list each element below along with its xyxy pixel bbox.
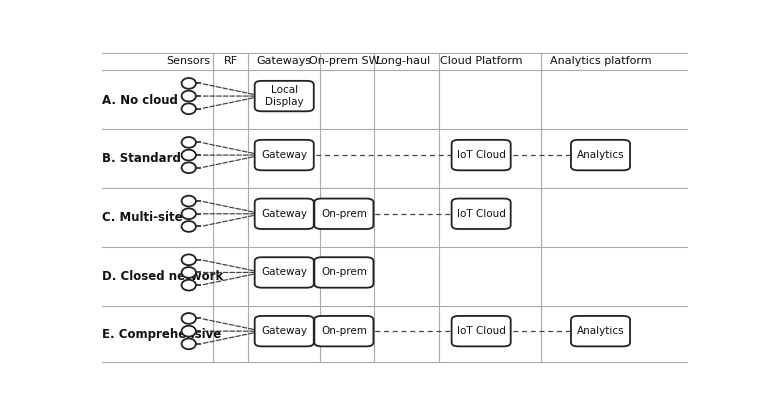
Text: Gateway: Gateway — [261, 150, 307, 160]
Ellipse shape — [182, 162, 196, 173]
Text: RF: RF — [223, 56, 238, 66]
Ellipse shape — [182, 267, 196, 278]
Ellipse shape — [182, 280, 196, 290]
Text: On-prem: On-prem — [321, 326, 367, 336]
Ellipse shape — [182, 221, 196, 232]
FancyBboxPatch shape — [255, 140, 313, 170]
Text: Gateway: Gateway — [261, 267, 307, 277]
FancyBboxPatch shape — [452, 316, 511, 346]
Text: A. No cloud: A. No cloud — [102, 94, 178, 107]
FancyBboxPatch shape — [452, 199, 511, 229]
Text: On-prem SW: On-prem SW — [309, 56, 379, 66]
Text: On-prem: On-prem — [321, 209, 367, 219]
Text: Analytics: Analytics — [577, 150, 624, 160]
FancyBboxPatch shape — [571, 140, 630, 170]
Ellipse shape — [182, 103, 196, 114]
FancyBboxPatch shape — [255, 199, 313, 229]
Ellipse shape — [182, 208, 196, 219]
Ellipse shape — [182, 91, 196, 101]
Text: D. Closed network: D. Closed network — [102, 270, 223, 283]
Text: Gateways: Gateways — [256, 56, 312, 66]
Text: IoT Cloud: IoT Cloud — [457, 150, 506, 160]
Text: IoT Cloud: IoT Cloud — [457, 209, 506, 219]
FancyBboxPatch shape — [255, 257, 313, 288]
Ellipse shape — [182, 254, 196, 265]
FancyBboxPatch shape — [571, 316, 630, 346]
Text: Long-haul: Long-haul — [376, 56, 431, 66]
Ellipse shape — [182, 326, 196, 337]
Ellipse shape — [182, 338, 196, 349]
FancyBboxPatch shape — [314, 257, 373, 288]
Text: C. Multi-site: C. Multi-site — [102, 211, 182, 224]
Ellipse shape — [182, 78, 196, 89]
Ellipse shape — [182, 196, 196, 206]
FancyBboxPatch shape — [255, 316, 313, 346]
Ellipse shape — [182, 150, 196, 161]
Text: IoT Cloud: IoT Cloud — [457, 326, 506, 336]
FancyBboxPatch shape — [314, 199, 373, 229]
Text: Gateway: Gateway — [261, 209, 307, 219]
Ellipse shape — [182, 137, 196, 148]
FancyBboxPatch shape — [255, 81, 313, 111]
Text: Gateway: Gateway — [261, 326, 307, 336]
Text: On-prem: On-prem — [321, 267, 367, 277]
Text: E. Comprehensive: E. Comprehensive — [102, 328, 222, 342]
Text: Local
Display: Local Display — [265, 85, 303, 107]
Text: Cloud Platform: Cloud Platform — [440, 56, 522, 66]
Text: Analytics platform: Analytics platform — [550, 56, 651, 66]
Ellipse shape — [182, 313, 196, 324]
FancyBboxPatch shape — [314, 316, 373, 346]
Text: B. Standard: B. Standard — [102, 152, 181, 165]
Text: Sensors: Sensors — [167, 56, 211, 66]
FancyBboxPatch shape — [452, 140, 511, 170]
Text: Analytics: Analytics — [577, 326, 624, 336]
